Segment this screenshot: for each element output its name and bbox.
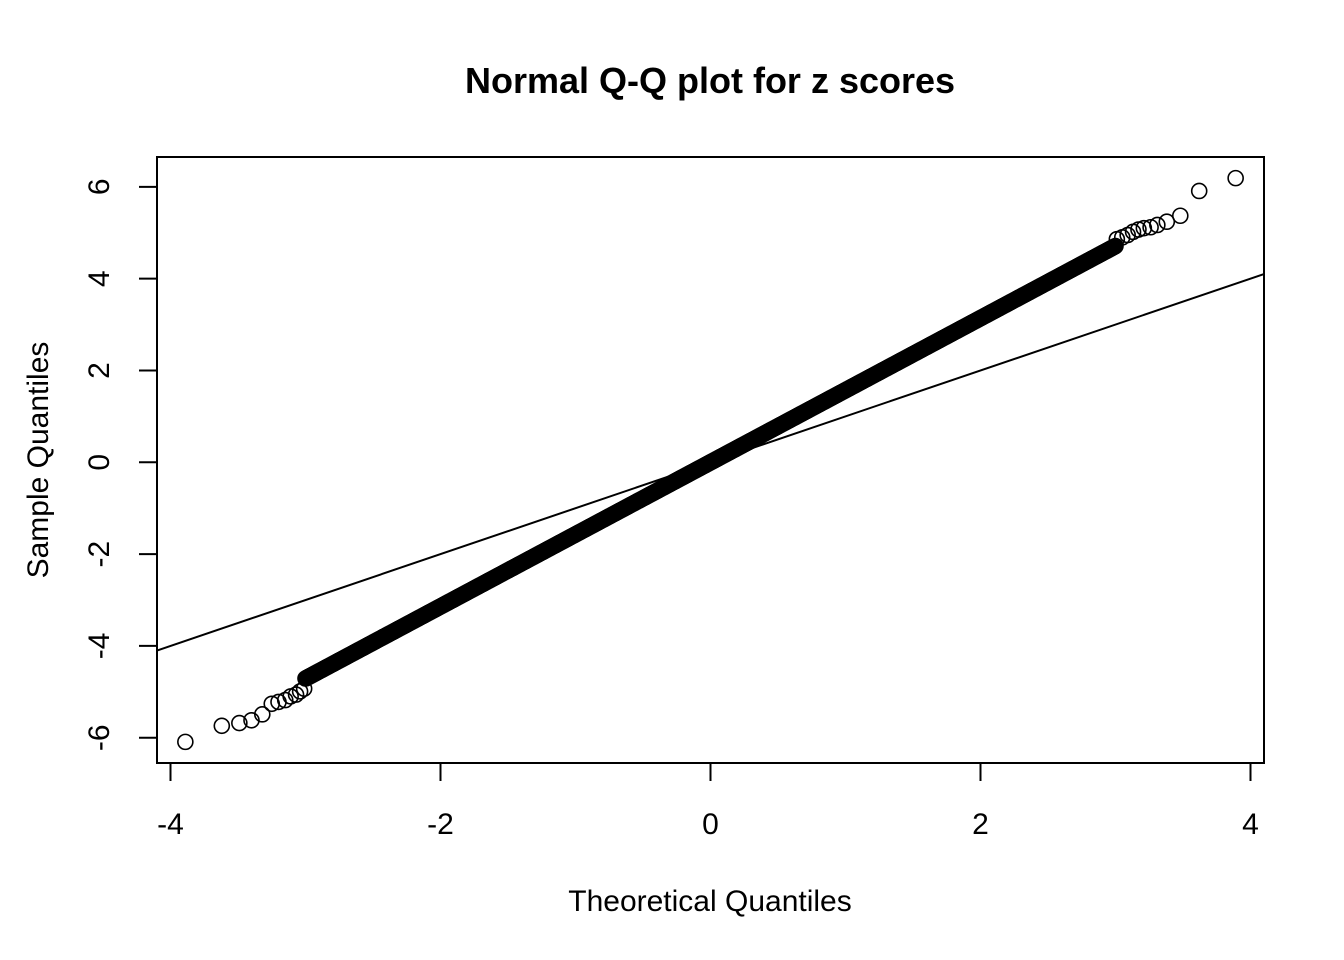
x-axis: -4 -2 0 2 4 <box>157 762 1259 841</box>
y-axis-label: Sample Quantiles <box>22 342 55 579</box>
y-tick-label: 2 <box>83 362 116 379</box>
x-tick-label: -2 <box>427 808 454 841</box>
x-axis-label: Theoretical Quantiles <box>568 885 851 918</box>
data-point <box>295 680 313 697</box>
points-layer <box>177 169 1244 751</box>
x-tick-label: 2 <box>972 808 989 841</box>
data-point <box>231 714 248 732</box>
data-point <box>253 706 271 723</box>
reference-line <box>156 273 1265 652</box>
data-point <box>291 683 309 700</box>
data-point <box>213 717 231 735</box>
y-tick-label: 0 <box>83 454 116 471</box>
chart-title: Normal Q-Q plot for z scores <box>465 60 955 101</box>
y-tick-label: 6 <box>83 178 116 195</box>
y-tick-label: -6 <box>83 724 116 751</box>
data-point <box>1158 213 1176 231</box>
reference-line-layer <box>156 273 1265 652</box>
x-tick-label: 0 <box>702 808 719 841</box>
data-point <box>1172 207 1189 225</box>
data-point <box>1149 216 1166 234</box>
y-tick-label: -2 <box>83 541 116 568</box>
x-tick-label: 4 <box>1242 808 1259 841</box>
data-point <box>276 691 294 709</box>
data-point <box>1190 182 1208 200</box>
data-point <box>1142 218 1159 236</box>
data-point <box>177 733 194 751</box>
x-tick-label: -4 <box>157 808 184 841</box>
y-axis: -6 -4 -2 0 2 4 6 <box>83 178 158 751</box>
y-tick-label: -4 <box>83 633 116 660</box>
data-point <box>1227 169 1244 187</box>
y-tick-label: 4 <box>83 270 116 287</box>
